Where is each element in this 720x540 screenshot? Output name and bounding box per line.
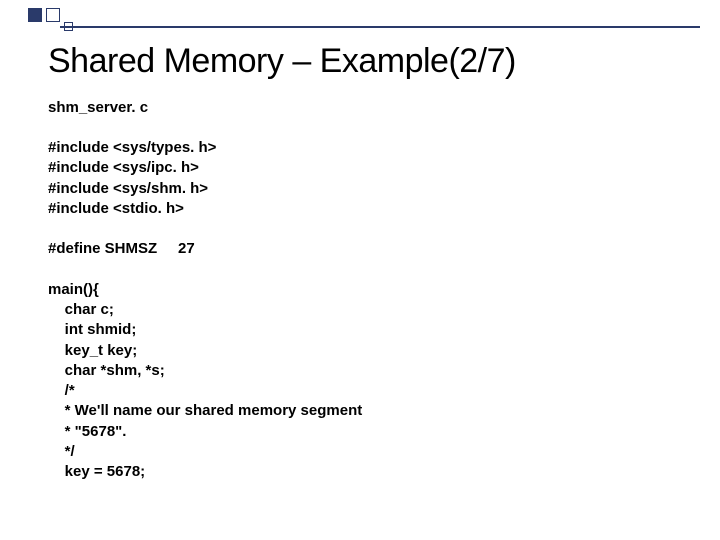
code-comment-open: /*: [48, 381, 680, 401]
code-line-shmid: int shmid;: [48, 320, 680, 340]
code-include-3: #include <sys/shm. h>: [48, 179, 680, 199]
square-filled: [28, 8, 42, 22]
square-outline: [46, 8, 60, 22]
slide-content: Shared Memory – Example(2/7) shm_server.…: [0, 0, 720, 482]
code-line-shm: char *shm, *s;: [48, 361, 680, 381]
code-include-2: #include <sys/ipc. h>: [48, 158, 680, 178]
code-comment-close: */: [48, 442, 680, 462]
horizontal-rule: [60, 26, 700, 28]
code-line-assign: key = 5678;: [48, 462, 680, 482]
filename-label: shm_server. c: [48, 99, 680, 116]
code-main-open: main(){: [48, 280, 680, 300]
code-comment-1: * We'll name our shared memory segment: [48, 401, 680, 421]
blank-line-2: [48, 260, 680, 280]
code-include-4: #include <stdio. h>: [48, 199, 680, 219]
code-comment-2: * "5678".: [48, 422, 680, 442]
code-line-charc: char c;: [48, 300, 680, 320]
page-title: Shared Memory – Example(2/7): [48, 42, 680, 81]
code-define: #define SHMSZ 27: [48, 239, 680, 259]
code-include-1: #include <sys/types. h>: [48, 138, 680, 158]
blank-line-1: [48, 219, 680, 239]
code-line-key: key_t key;: [48, 341, 680, 361]
